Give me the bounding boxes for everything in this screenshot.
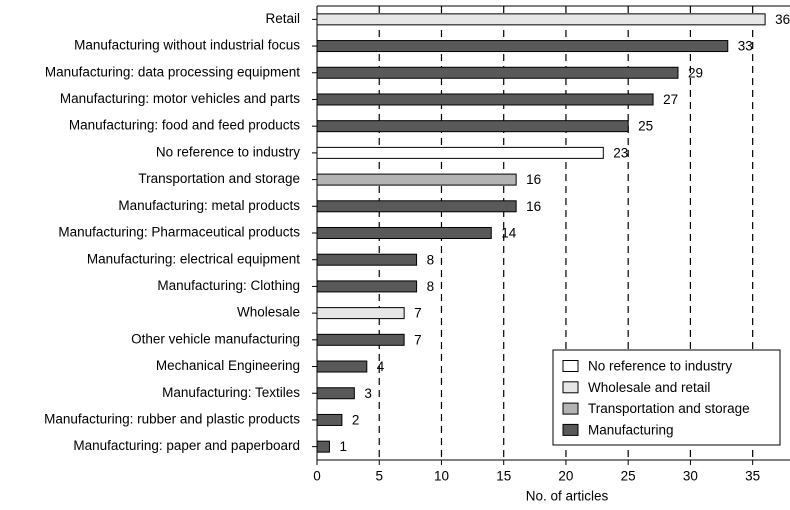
value-label: 7 bbox=[414, 306, 422, 321]
y-tick-label: Manufacturing without industrial focus bbox=[74, 38, 300, 53]
value-label: 8 bbox=[427, 252, 435, 267]
y-tick-label: Manufacturing: rubber and plastic produc… bbox=[44, 412, 300, 427]
value-label: 36 bbox=[775, 12, 790, 27]
x-tick-label: 5 bbox=[375, 469, 383, 484]
y-tick-label: Wholesale bbox=[237, 305, 300, 320]
x-tick-label: 30 bbox=[683, 469, 698, 484]
y-tick-label: Manufacturing: electrical equipment bbox=[87, 251, 300, 266]
bar bbox=[316, 387, 355, 400]
y-tick-label: Transportation and storage bbox=[138, 171, 300, 186]
value-label: 4 bbox=[377, 359, 385, 374]
y-tick-label: Manufacturing: Clothing bbox=[157, 278, 300, 293]
y-tick-label: Manufacturing: food and feed products bbox=[69, 118, 300, 133]
bar bbox=[316, 13, 766, 26]
legend-swatch bbox=[562, 360, 579, 372]
x-tick-label: 35 bbox=[745, 469, 760, 484]
value-label: 23 bbox=[613, 145, 628, 160]
value-label: 25 bbox=[638, 119, 653, 134]
y-tick-label: Manufacturing: metal products bbox=[118, 198, 300, 213]
bar bbox=[316, 173, 517, 186]
value-label: 2 bbox=[352, 413, 360, 428]
y-tick-label: Manufacturing: Textiles bbox=[162, 385, 300, 400]
value-label: 27 bbox=[663, 92, 678, 107]
value-label: 14 bbox=[501, 226, 517, 241]
x-tick-label: 10 bbox=[434, 469, 449, 484]
bar bbox=[316, 440, 330, 453]
bar bbox=[316, 120, 629, 133]
value-label: 33 bbox=[738, 39, 753, 54]
value-label: 3 bbox=[364, 386, 372, 401]
bar bbox=[316, 307, 405, 320]
legend-swatch bbox=[562, 423, 579, 436]
bar bbox=[316, 200, 517, 213]
x-axis-label: No. of articles bbox=[526, 489, 609, 504]
value-label: 1 bbox=[339, 439, 347, 454]
y-tick-label: Manufacturing: motor vehicles and parts bbox=[60, 91, 300, 106]
value-label: 8 bbox=[427, 279, 435, 294]
y-tick-label: Manufacturing: Pharmaceutical products bbox=[58, 225, 300, 240]
y-tick-label: Manufacturing: paper and paperboard bbox=[73, 438, 300, 453]
value-label: 29 bbox=[688, 65, 703, 80]
y-tick-label: No reference to industry bbox=[156, 144, 300, 159]
x-tick-label: 25 bbox=[621, 469, 636, 484]
x-tick-label: 15 bbox=[496, 469, 511, 484]
legend-label: Manufacturing bbox=[588, 422, 674, 437]
bar bbox=[316, 413, 343, 426]
bar bbox=[316, 93, 654, 106]
bar bbox=[316, 146, 604, 159]
bar bbox=[316, 253, 418, 266]
y-tick-label: Mechanical Engineering bbox=[156, 358, 300, 373]
x-tick-label: 20 bbox=[558, 469, 573, 484]
bar bbox=[316, 360, 368, 373]
bar bbox=[316, 280, 418, 293]
y-tick-label: Retail bbox=[265, 11, 300, 26]
bar bbox=[316, 66, 679, 79]
legend-label: Wholesale and retail bbox=[588, 380, 710, 395]
value-label: 16 bbox=[526, 172, 541, 187]
bar bbox=[316, 333, 405, 346]
x-tick-label: 0 bbox=[313, 469, 321, 484]
value-label: 16 bbox=[526, 199, 541, 214]
legend-label: Transportation and storage bbox=[588, 401, 750, 416]
bar bbox=[316, 40, 729, 53]
y-tick-label: Other vehicle manufacturing bbox=[131, 331, 300, 346]
legend-box bbox=[552, 349, 781, 446]
legend-label: No reference to industry bbox=[588, 359, 732, 374]
legend-swatch bbox=[562, 402, 579, 415]
legend-swatch bbox=[562, 381, 579, 394]
y-tick-label: Manufacturing: data processing equipment bbox=[45, 64, 300, 79]
bar bbox=[316, 227, 492, 239]
value-label: 7 bbox=[414, 332, 422, 347]
